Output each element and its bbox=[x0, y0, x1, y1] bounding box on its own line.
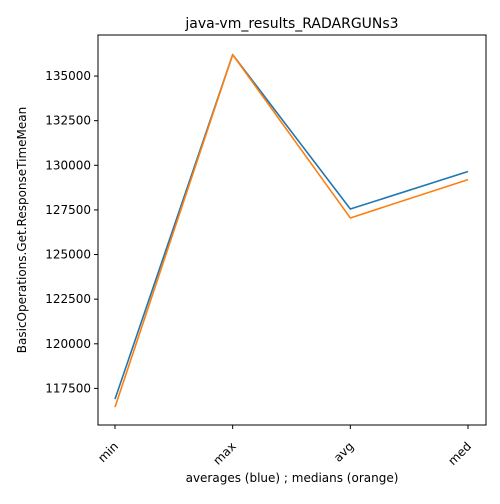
x-tick-label: max bbox=[210, 439, 238, 467]
y-tick-label: 125000 bbox=[45, 248, 91, 262]
y-tick-label: 130000 bbox=[45, 158, 91, 172]
y-tick-label: 117500 bbox=[45, 381, 91, 395]
y-tick-label: 122500 bbox=[45, 292, 91, 306]
y-tick-label: 132500 bbox=[45, 114, 91, 128]
x-tick-label: min bbox=[95, 439, 121, 465]
y-tick-label: 120000 bbox=[45, 337, 91, 351]
x-tick-label: med bbox=[445, 439, 474, 468]
y-tick-label: 135000 bbox=[45, 69, 91, 83]
axes-frame bbox=[97, 34, 487, 426]
series-lines bbox=[114, 53, 469, 408]
y-axis-label: BasicOperations.Get.ResponseTimeMean bbox=[15, 107, 29, 353]
series-line-medians bbox=[114, 53, 469, 408]
chart-title: java-vm_results_RADARGUNs3 bbox=[184, 16, 398, 32]
y-tick-label: 127500 bbox=[45, 203, 91, 217]
x-axis-label: averages (blue) ; medians (orange) bbox=[186, 471, 399, 485]
plot-area bbox=[98, 35, 486, 425]
plot-frame bbox=[97, 34, 487, 426]
x-tick-label: avg bbox=[331, 439, 357, 465]
series-line-averages bbox=[114, 53, 469, 400]
